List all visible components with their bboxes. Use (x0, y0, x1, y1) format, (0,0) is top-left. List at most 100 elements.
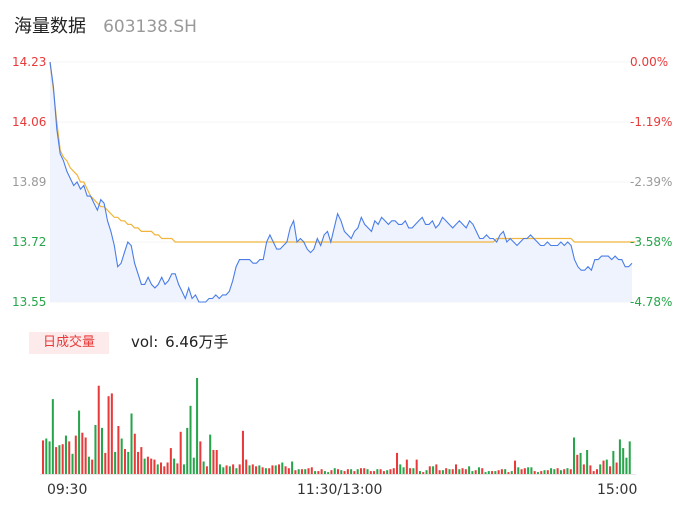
volume-bar (425, 470, 428, 474)
volume-bar (248, 465, 251, 474)
volume-bar (514, 460, 517, 474)
volume-bar (258, 465, 261, 474)
volume-bar (261, 467, 264, 474)
volume-bar (563, 469, 566, 474)
price-tick-label: 13.72 (12, 235, 47, 249)
volume-bar (441, 470, 444, 474)
volume-bar (160, 462, 163, 474)
volume-bar (186, 427, 189, 474)
volume-bar (192, 457, 195, 474)
volume-bar (320, 469, 323, 474)
volume-bar (432, 466, 435, 474)
volume-bar (107, 396, 110, 474)
volume-bar (333, 468, 336, 474)
volume-bar (241, 430, 244, 474)
volume-bar (133, 433, 136, 474)
price-line (49, 61, 633, 303)
volume-bar (245, 459, 248, 474)
volume-bar (540, 471, 543, 474)
volume-bar (81, 432, 84, 474)
volume-bar (78, 410, 81, 474)
volume-bar (589, 465, 592, 474)
volume-bar (58, 445, 61, 474)
volume-bar (238, 464, 241, 474)
volume-bar (550, 468, 553, 474)
volume-bar (359, 468, 362, 474)
volume-tab[interactable]: 日成交量 (29, 332, 109, 354)
volume-bar (110, 393, 113, 474)
volume-value: 6.46万手 (165, 333, 229, 351)
stock-code: 603138.SH (103, 17, 197, 37)
volume-bar (163, 466, 166, 474)
volume-bar (477, 467, 480, 474)
volume-bar (487, 471, 490, 474)
volume-bar (517, 467, 520, 474)
volume-bar (268, 468, 271, 474)
volume-bar (579, 452, 582, 474)
volume-bar (415, 459, 418, 474)
volume-bar (235, 468, 238, 474)
volume-bar (74, 435, 77, 474)
pct-tick-label: -1.19% (630, 115, 673, 129)
volume-bar (543, 470, 546, 474)
volume-bar (137, 451, 140, 474)
volume-bar (586, 450, 589, 474)
volume-bar (461, 468, 464, 474)
pct-tick-label: -4.78% (630, 295, 673, 309)
volume-bar (382, 471, 385, 474)
volume-bar (615, 462, 618, 474)
volume-bar (350, 469, 353, 474)
volume-bar (527, 467, 530, 474)
volume-bar (556, 468, 559, 474)
volume-bar (327, 472, 330, 474)
volume-bar (202, 461, 205, 474)
volume-bar (418, 471, 421, 474)
volume-bar (271, 465, 274, 474)
volume-bar (356, 469, 359, 474)
volume-bar (294, 470, 297, 474)
volume-bar (369, 471, 372, 474)
pct-tick-label: -2.39% (630, 175, 673, 189)
volume-bar (281, 462, 284, 474)
volume-bar (51, 399, 54, 474)
volume-bar (251, 464, 254, 474)
volume-bar (130, 413, 133, 474)
volume-bar (592, 471, 595, 474)
price-tick-label: 14.23 (12, 55, 47, 69)
volume-bar (209, 434, 212, 474)
volume-bar (451, 469, 454, 474)
volume-bar (45, 438, 48, 474)
volume-bar (68, 441, 71, 474)
pct-tick-label: -3.58% (630, 235, 673, 249)
volume-bar (340, 470, 343, 474)
volume-bar (612, 451, 615, 474)
volume-bar (182, 464, 185, 474)
volume-bar (445, 468, 448, 474)
volume-bar (179, 431, 182, 474)
volume-bar (42, 440, 45, 474)
volume-bar (274, 465, 277, 474)
volume-bar (536, 472, 539, 474)
volume-bar (363, 468, 366, 474)
volume-bars (42, 378, 631, 474)
volume-bar (123, 449, 126, 474)
volume-bar (628, 441, 631, 474)
volume-bar (114, 451, 117, 474)
volume-bar (422, 472, 425, 474)
volume-bar (156, 464, 159, 474)
price-tick-label: 13.55 (12, 295, 47, 309)
volume-bar (97, 385, 100, 474)
volume-bar (491, 471, 494, 474)
volume-bar (317, 471, 320, 474)
volume-bar (546, 470, 549, 474)
volume-bar (215, 450, 218, 474)
volume-bar (323, 471, 326, 474)
volume-readout: vol: 6.46万手 (129, 332, 228, 352)
volume-bar (438, 470, 441, 474)
volume-bar (481, 468, 484, 474)
volume-bar (494, 471, 497, 474)
volume-bar (287, 468, 290, 474)
volume-bar (448, 469, 451, 474)
x-tick-label: 09:30 (47, 482, 88, 498)
